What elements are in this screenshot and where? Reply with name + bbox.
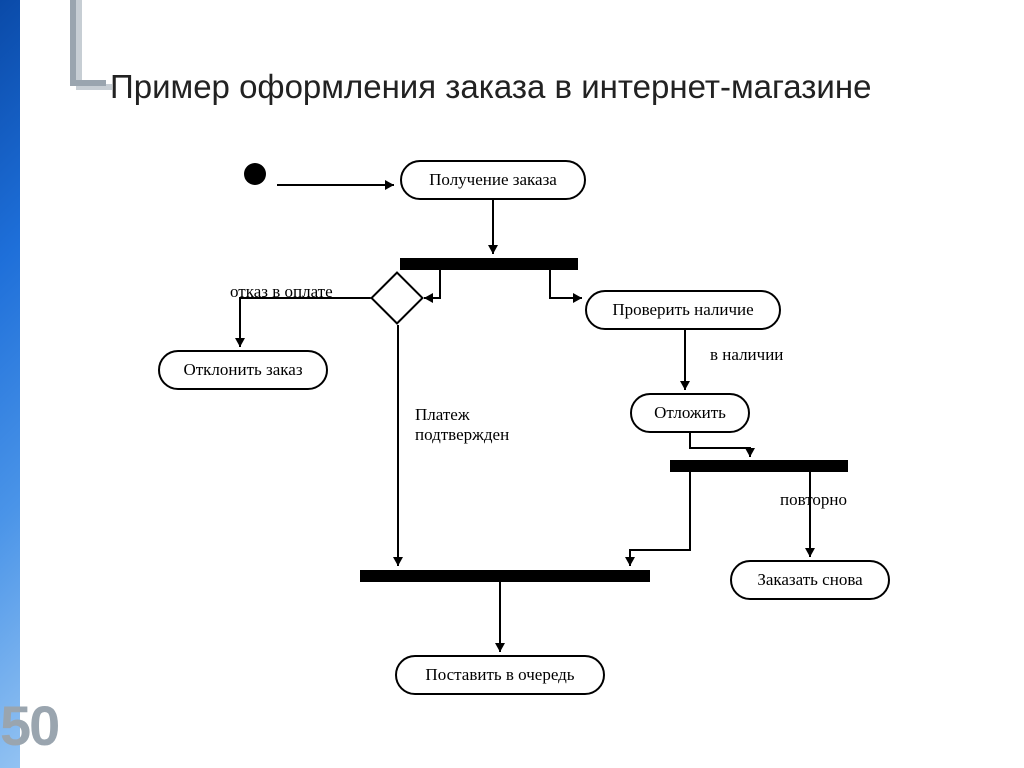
arrowhead (235, 338, 245, 347)
activity-label: Поставить в очередь (425, 665, 574, 685)
edge-decision-reject (240, 298, 372, 347)
arrowhead (495, 643, 505, 652)
edge-fork1-check (550, 270, 582, 298)
arrowhead (385, 180, 394, 190)
activity-label: Проверить наличие (612, 300, 753, 320)
activity-label: Отклонить заказ (183, 360, 302, 380)
arrowhead (805, 548, 815, 557)
arrowhead (393, 557, 403, 566)
sync-bar-fork1 (400, 258, 578, 270)
activity-label: Заказать снова (757, 570, 862, 590)
arrowhead (745, 448, 755, 457)
edge-label-lbl_reject: отказ в оплате (230, 282, 333, 302)
activity-diagram: Получение заказа Отклонить заказ Проверить… (110, 150, 930, 720)
activity-reorder: Заказать снова (730, 560, 890, 600)
activity-label: Отложить (654, 403, 726, 423)
arrowhead (424, 293, 433, 303)
activity-defer: Отложить (630, 393, 750, 433)
sync-bar-fork2 (670, 460, 848, 472)
activity-receive: Получение заказа (400, 160, 586, 200)
activity-reject: Отклонить заказ (158, 350, 328, 390)
edge-label-lbl_again: повторно (780, 490, 847, 510)
edge-label-lbl_instock: в наличии (710, 345, 783, 365)
title-bracket (70, 0, 106, 86)
arrowhead (625, 557, 635, 566)
start-node (244, 163, 266, 185)
edge-label-lbl_confirm1: Платеж (415, 405, 470, 425)
arrowhead (573, 293, 582, 303)
edge-fork2-join1 (630, 472, 690, 566)
activity-label: Получение заказа (429, 170, 557, 190)
page-title: Пример оформления заказа в интернет-мага… (110, 68, 871, 106)
activity-queue: Поставить в очередь (395, 655, 605, 695)
arrowhead (488, 245, 498, 254)
sync-bar-join1 (360, 570, 650, 582)
edge-defer-fork2 (690, 433, 750, 457)
activity-check: Проверить наличие (585, 290, 781, 330)
arrowhead (680, 381, 690, 390)
edge-label-lbl_confirm2: подтвержден (415, 425, 509, 445)
slide-number: 50 (0, 693, 58, 758)
edges-layer (110, 150, 930, 720)
